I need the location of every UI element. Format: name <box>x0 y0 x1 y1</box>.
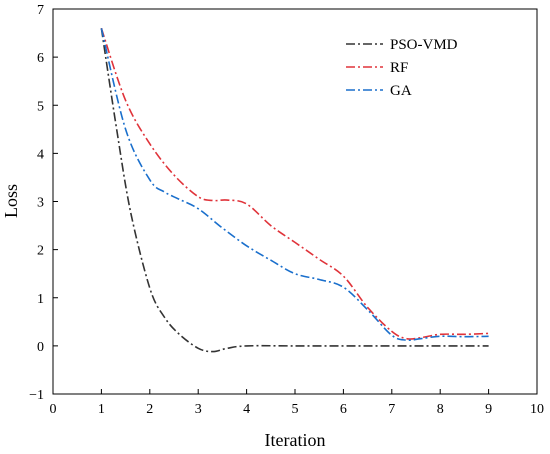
x-tick-label: 0 <box>50 402 57 417</box>
x-tick-label: 4 <box>243 402 250 417</box>
legend-label-rf: RF <box>390 60 408 76</box>
ticks-layer: 0 1 2 3 4 5 6 7 8 9 10 −1 0 1 2 3 4 5 6 7 <box>29 3 544 417</box>
y-tick-label: 2 <box>37 244 44 259</box>
x-tick-label: 10 <box>530 402 544 417</box>
y-tick-label: 7 <box>37 3 44 18</box>
legend-label-pso-vmd: PSO-VMD <box>390 37 458 53</box>
series-line-rf <box>100 28 489 340</box>
y-tick-label: 5 <box>37 99 44 114</box>
x-tick-label: 3 <box>195 402 202 417</box>
plot-area <box>52 8 538 395</box>
y-axis-title: Loss <box>1 184 21 218</box>
x-axis-title: Iteration <box>265 430 326 450</box>
x-tick-label: 7 <box>388 402 395 417</box>
x-tick-label: 2 <box>146 402 153 417</box>
y-tick-label: 6 <box>37 51 44 66</box>
legend: PSO-VMD RF GA <box>346 37 458 99</box>
y-tick-label: 4 <box>37 147 44 162</box>
y-tick-label: −1 <box>29 388 44 403</box>
x-tick-label: 6 <box>340 402 347 417</box>
series-line-ga <box>100 28 489 342</box>
y-tick-label: 1 <box>37 292 44 307</box>
y-tick-label: 3 <box>37 196 44 211</box>
series-layer <box>100 28 489 353</box>
x-tick-label: 1 <box>98 402 105 417</box>
legend-label-ga: GA <box>390 83 412 99</box>
x-tick-label: 8 <box>437 402 444 417</box>
y-tick-label: 0 <box>37 340 44 355</box>
x-tick-label: 5 <box>292 402 299 417</box>
x-tick-label: 9 <box>485 402 492 417</box>
